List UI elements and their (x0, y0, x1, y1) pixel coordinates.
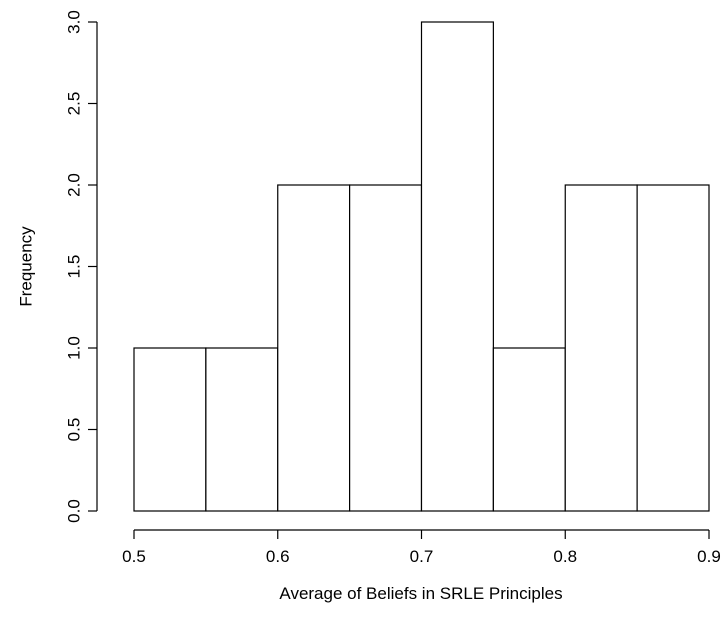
x-axis-label: Average of Beliefs in SRLE Principles (279, 584, 562, 603)
histogram-bar (205, 347, 279, 512)
y-tick-label: 2.5 (65, 92, 84, 116)
y-tick-label: 0.0 (65, 499, 84, 523)
y-tick-label: 3.0 (65, 10, 84, 34)
histogram-bar (133, 347, 207, 512)
bars-group (133, 21, 710, 512)
x-tick-label: 0.6 (266, 547, 290, 566)
y-tick-label: 1.0 (65, 336, 84, 360)
histogram-bar (349, 184, 423, 512)
x-tick-label: 0.7 (410, 547, 434, 566)
x-tick-label: 0.5 (122, 547, 146, 566)
y-axis-label: Frequency (17, 226, 36, 307)
x-tick-label: 0.8 (553, 547, 577, 566)
histogram-bar (636, 184, 710, 512)
y-tick-label: 1.5 (65, 255, 84, 279)
y-tick-label: 0.5 (65, 418, 84, 442)
y-axis: 0.0 0.5 1.0 1.5 2.0 2.5 3.0 (65, 10, 98, 523)
histogram-bar (277, 184, 351, 512)
histogram-bar (492, 347, 566, 512)
histogram-bar (420, 21, 494, 512)
histogram-bar (564, 184, 638, 512)
x-tick-label: 0.9 (697, 547, 721, 566)
y-tick-label: 2.0 (65, 173, 84, 197)
x-axis: 0.5 0.6 0.7 0.8 0.9 (122, 529, 721, 566)
